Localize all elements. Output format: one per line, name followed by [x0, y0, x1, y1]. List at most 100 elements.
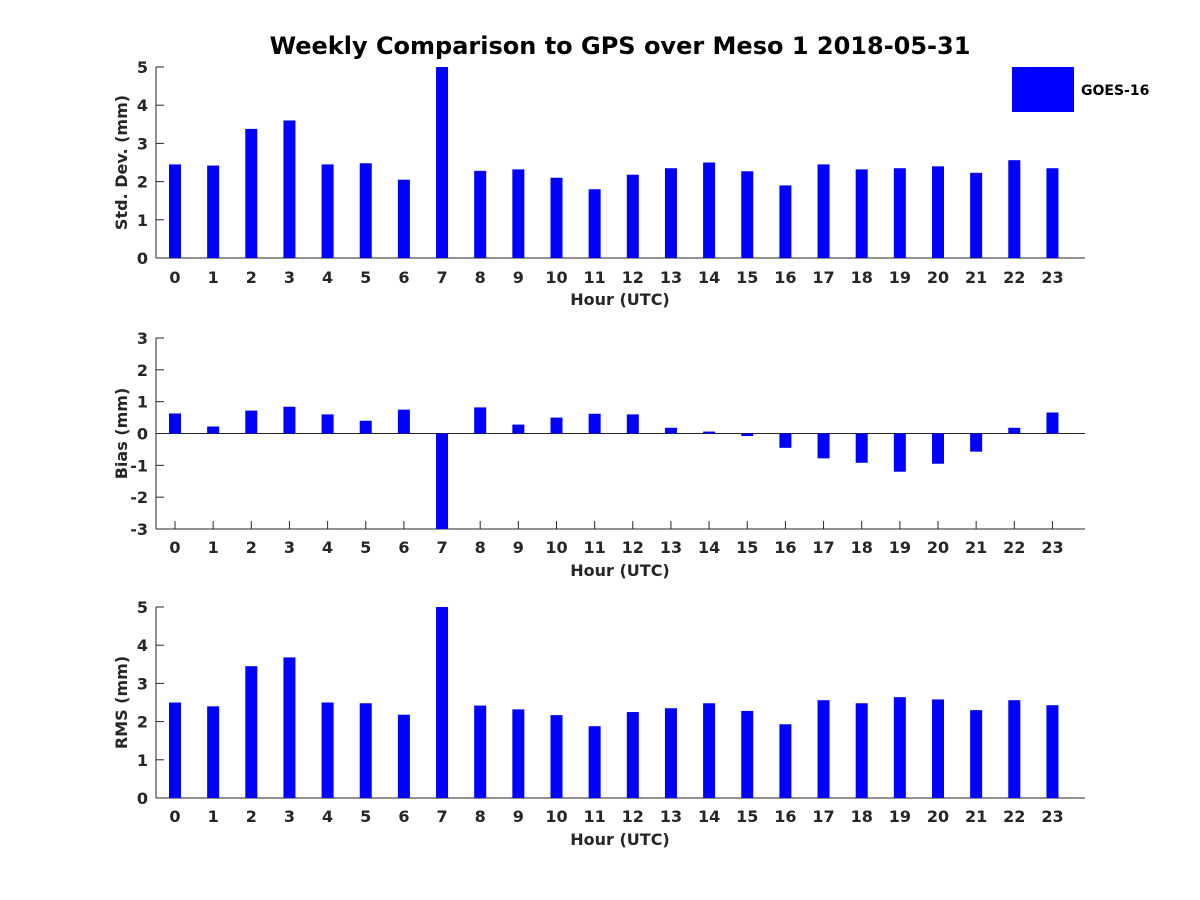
bar-hour-17: [817, 700, 830, 798]
x-tick-label: 4: [322, 268, 333, 287]
x-tick-label: 2: [246, 268, 257, 287]
x-tick-label: 16: [774, 268, 796, 287]
bar-hour-11: [588, 726, 601, 798]
x-tick-label: 14: [698, 538, 720, 557]
y-tick-label: 5: [137, 58, 148, 77]
x-tick-label: 11: [584, 807, 606, 826]
bar-hour-4: [321, 414, 334, 434]
x-tick-label: 2: [246, 538, 257, 557]
chart-title: Weekly Comparison to GPS over Meso 1 201…: [270, 32, 971, 60]
bar-hour-8: [474, 170, 487, 258]
bar-hour-10: [550, 177, 563, 258]
bar-hour-20: [932, 699, 944, 798]
y-tick-label: 2: [137, 713, 148, 732]
bar-hour-17: [817, 433, 830, 459]
bar-hour-6: [397, 409, 410, 434]
x-tick-label: 14: [698, 268, 720, 287]
bar-hour-10: [550, 715, 563, 798]
bar-hour-18: [855, 433, 868, 463]
bar-hour-15: [741, 171, 754, 258]
bar-hour-7: [436, 433, 449, 529]
x-tick-label: 23: [1041, 268, 1063, 287]
bar-hour-9: [512, 169, 525, 258]
x-tick-label: 12: [622, 807, 644, 826]
x-tick-label: 3: [284, 807, 295, 826]
bar-hour-0: [169, 413, 181, 434]
x-tick-label: 20: [927, 807, 949, 826]
bar-hour-16: [779, 724, 792, 798]
x-tick-label: 9: [513, 538, 524, 557]
x-tick-label: 15: [736, 268, 758, 287]
x-tick-label: 22: [1003, 538, 1025, 557]
x-tick-label: 11: [584, 538, 606, 557]
x-tick-label: 9: [513, 807, 524, 826]
y-tick-label: 0: [137, 789, 148, 808]
x-tick-label: 23: [1041, 807, 1063, 826]
bar-hour-16: [779, 185, 792, 258]
x-tick-label: 3: [284, 268, 295, 287]
x-tick-label: 18: [851, 807, 873, 826]
x-tick-label: 9: [513, 268, 524, 287]
bar-hour-19: [893, 697, 906, 798]
x-tick-label: 17: [812, 268, 834, 287]
bar-hour-13: [664, 708, 677, 798]
x-tick-label: 0: [169, 268, 180, 287]
bar-hour-2: [245, 128, 258, 258]
bar-hour-8: [474, 705, 487, 798]
x-tick-label: 18: [851, 538, 873, 557]
y-tick-label: 0: [137, 249, 148, 268]
bar-hour-14: [703, 162, 716, 258]
bar-hour-8: [474, 407, 487, 434]
bar-hour-6: [397, 179, 410, 258]
bar-hour-12: [626, 712, 639, 798]
y-axis-label: Std. Dev. (mm): [112, 95, 131, 230]
bar-hour-3: [283, 406, 296, 434]
x-tick-label: 18: [851, 268, 873, 287]
x-tick-label: 19: [889, 807, 911, 826]
legend-label: GOES-16: [1081, 83, 1149, 99]
bar-hour-1: [207, 706, 220, 798]
x-tick-label: 7: [436, 538, 447, 557]
bar-hour-22: [1008, 160, 1021, 258]
x-tick-label: 20: [927, 268, 949, 287]
bar-hour-22: [1008, 427, 1021, 434]
y-tick-label: 4: [137, 636, 148, 655]
x-tick-label: 19: [889, 268, 911, 287]
y-tick-label: 3: [137, 329, 148, 348]
bar-hour-10: [550, 417, 563, 434]
x-tick-label: 0: [169, 538, 180, 557]
y-axis-label: RMS (mm): [112, 656, 131, 749]
x-tick-label: 21: [965, 268, 987, 287]
y-tick-label: 1: [137, 211, 148, 230]
x-tick-label: 5: [360, 268, 371, 287]
bar-hour-4: [321, 702, 334, 798]
bar-hour-5: [359, 420, 372, 434]
x-tick-label: 1: [208, 268, 219, 287]
x-tick-label: 22: [1003, 807, 1025, 826]
x-tick-label: 8: [475, 807, 486, 826]
x-tick-label: 16: [774, 807, 796, 826]
bar-hour-20: [932, 166, 944, 258]
y-tick-label: 5: [137, 598, 148, 617]
bar-hour-12: [626, 174, 639, 258]
bar-hour-11: [588, 189, 601, 258]
x-tick-label: 15: [736, 538, 758, 557]
x-tick-label: 1: [208, 807, 219, 826]
bar-hour-14: [703, 431, 716, 434]
bar-hour-19: [893, 433, 906, 472]
x-tick-label: 17: [812, 807, 834, 826]
bar-hour-2: [245, 410, 258, 434]
x-axis-label: Hour (UTC): [570, 561, 670, 580]
x-tick-label: 13: [660, 807, 682, 826]
bar-hour-23: [1046, 705, 1059, 798]
x-tick-label: 6: [398, 807, 409, 826]
x-tick-label: 12: [622, 538, 644, 557]
x-tick-label: 8: [475, 268, 486, 287]
y-tick-label: 1: [137, 751, 148, 770]
bar-hour-22: [1008, 700, 1021, 798]
y-tick-label: -2: [130, 488, 148, 507]
x-tick-label: 15: [736, 807, 758, 826]
bar-hour-23: [1046, 412, 1059, 434]
